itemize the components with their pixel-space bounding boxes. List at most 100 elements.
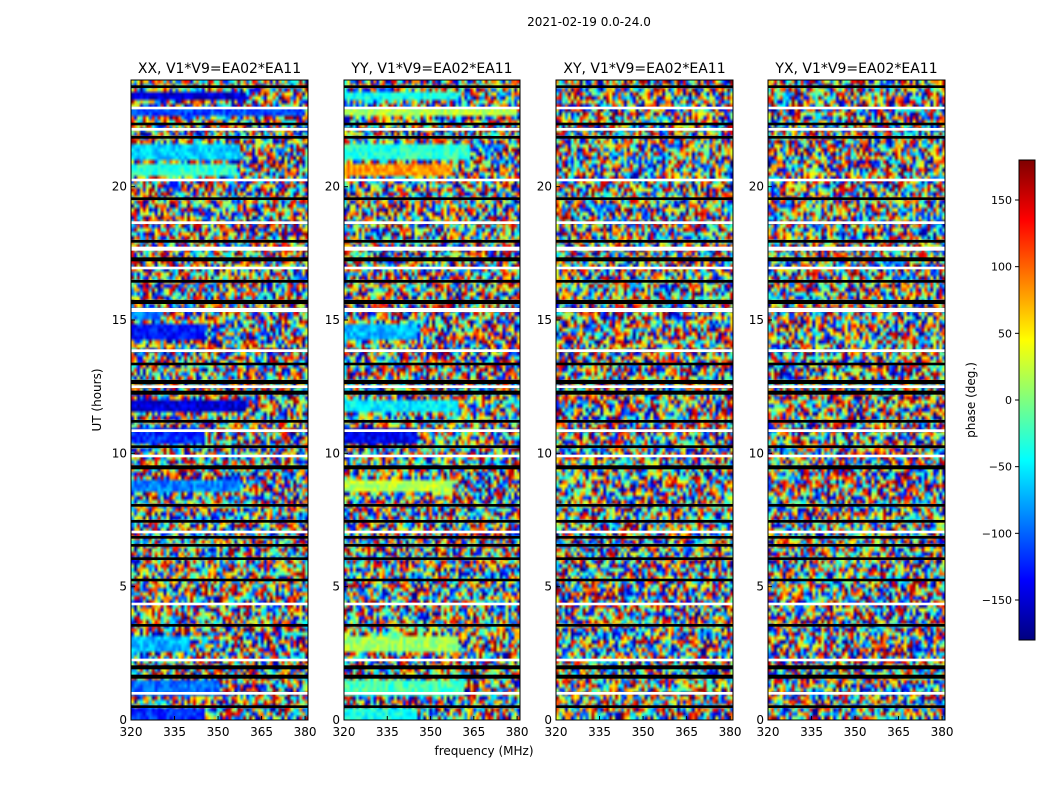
flagged-band (131, 445, 308, 448)
flagged-band (344, 380, 520, 384)
colorbar: phase (deg.) −150 −100 −50 0 50 100 150 (964, 159, 1036, 641)
blank-band (344, 692, 520, 695)
flagged-band (556, 445, 733, 448)
flagged-band (344, 240, 520, 243)
flagged-band (556, 465, 733, 470)
flagged-band (768, 122, 945, 126)
y-tick-label: 0 (332, 713, 340, 727)
blank-band (344, 602, 520, 606)
flagged-band (344, 197, 520, 200)
blank-band (131, 308, 308, 312)
x-tick-label: 320 (333, 725, 356, 739)
flagged-band (556, 85, 733, 88)
y-tick-label: 20 (749, 180, 764, 194)
flagged-band (131, 520, 308, 523)
x-tick-label: 350 (844, 725, 867, 739)
blank-band (768, 349, 945, 352)
plot-frame (343, 79, 521, 721)
plot-frame (767, 79, 946, 721)
blank-band (131, 602, 308, 606)
flagged-band (131, 257, 308, 262)
flagged-band (768, 390, 945, 395)
y-tick-label: 10 (325, 446, 340, 460)
plot-frame (130, 79, 309, 721)
x-tick-label: 365 (250, 725, 273, 739)
flagged-band (344, 520, 520, 523)
flagged-band (131, 362, 308, 366)
flagged-band (344, 257, 520, 262)
flagged-band (768, 445, 945, 448)
y-tick-label: 5 (119, 580, 127, 594)
phase-heatmap (768, 80, 945, 720)
y-tick-label: 0 (544, 713, 552, 727)
blank-band (768, 221, 945, 224)
blank-band (131, 106, 308, 110)
y-tick-label: 0 (756, 713, 764, 727)
flagged-band (131, 240, 308, 243)
panel-title: YX, V1*V9=EA02*EA11 (774, 61, 937, 77)
blank-band (556, 178, 733, 182)
blank-band (344, 658, 520, 662)
flagged-band (556, 705, 733, 708)
x-tick-label: 380 (506, 725, 529, 739)
x-tick-label: 350 (632, 725, 655, 739)
flagged-band (768, 705, 945, 708)
blank-band (556, 530, 733, 534)
flagged-band (131, 197, 308, 200)
flagged-band (344, 674, 520, 679)
flagged-band (131, 544, 308, 547)
blank-band (131, 454, 308, 458)
x-tick-label: 365 (887, 725, 910, 739)
blank-band (556, 128, 733, 131)
flagged-band (556, 122, 733, 126)
blank-band (768, 178, 945, 182)
x-tick-label: 320 (757, 725, 780, 739)
phase-heatmap (344, 80, 520, 720)
blank-band (768, 454, 945, 458)
flagged-band (131, 674, 308, 679)
blank-band (556, 385, 733, 388)
blank-band (344, 246, 520, 251)
flagged-band (556, 504, 733, 507)
y-axis-label: UT (hours) (90, 368, 104, 431)
x-tick-label: 380 (931, 725, 954, 739)
blank-band (556, 602, 733, 606)
blank-band (131, 128, 308, 131)
blank-band (768, 429, 945, 432)
blank-band (344, 128, 520, 131)
flagged-band (768, 420, 945, 423)
flagged-band (556, 300, 733, 304)
flagged-band (344, 300, 520, 304)
blank-band (768, 128, 945, 131)
blank-band (768, 266, 945, 270)
flagged-band (344, 536, 520, 539)
x-tick-label: 320 (120, 725, 143, 739)
flagged-band (768, 85, 945, 88)
flagged-band (768, 674, 945, 679)
blank-band (344, 530, 520, 534)
flagged-band (768, 300, 945, 304)
flagged-band (344, 85, 520, 88)
x-tick-label: 365 (675, 725, 698, 739)
flagged-band (344, 445, 520, 448)
blank-band (131, 658, 308, 662)
flagged-band (344, 390, 520, 395)
y-tick-label: 5 (332, 580, 340, 594)
flagged-band (768, 240, 945, 243)
flagged-band (556, 390, 733, 395)
y-tick-label: 20 (112, 180, 127, 194)
blank-band (768, 308, 945, 312)
colorbar-gradient (1018, 159, 1036, 641)
blank-band (131, 429, 308, 432)
panel-yx: YX, V1*V9=EA02*EA11 320 335 350 365 380 0 5 10 15… (749, 61, 954, 739)
flagged-band (344, 624, 520, 627)
flagged-band (556, 240, 733, 243)
blank-band (556, 106, 733, 110)
flagged-band (131, 624, 308, 627)
flagged-band (768, 578, 945, 582)
flagged-band (556, 544, 733, 547)
blank-band (344, 106, 520, 110)
x-tick-label: 335 (376, 725, 399, 739)
flagged-band (768, 257, 945, 262)
